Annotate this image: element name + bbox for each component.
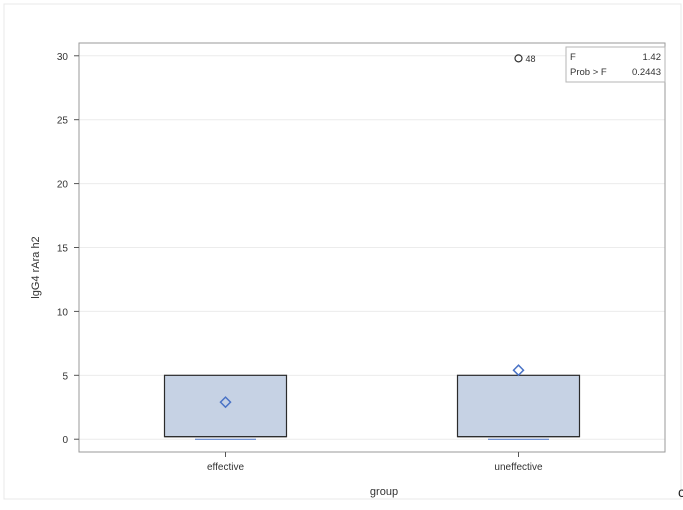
box-rect <box>456 374 581 438</box>
box-group: 48 <box>456 54 581 440</box>
stats-row-label: F <box>570 52 576 63</box>
y-tick-label: 10 <box>57 307 69 318</box>
x-axis: effective uneffective <box>207 452 543 473</box>
stats-inset: F 1.42 Prob > F 0.2443 <box>565 46 666 83</box>
stats-row-value: 1.42 <box>643 52 662 63</box>
stats-row-label: Prob > F <box>570 67 607 78</box>
y-tick-label: 20 <box>57 180 69 191</box>
y-tick-label: 0 <box>62 435 68 446</box>
y-tick-label: 30 <box>57 52 69 63</box>
outlier-point <box>514 54 523 63</box>
y-tick-label: 25 <box>57 116 69 127</box>
box-group <box>163 374 288 440</box>
y-axis-label: lgG4 rAra h2 <box>30 236 42 298</box>
panel-label: c <box>678 484 683 500</box>
outlier-label: 48 <box>526 54 536 64</box>
box-rect <box>163 374 288 438</box>
y-tick-label: 15 <box>57 244 69 255</box>
x-tick-label: effective <box>207 462 244 473</box>
y-axis: 0 5 10 15 20 25 30 <box>57 52 79 446</box>
x-tick-label: uneffective <box>494 462 543 473</box>
mean-marker <box>512 364 525 377</box>
y-tick-label: 5 <box>62 371 68 382</box>
mean-marker <box>219 396 232 409</box>
stats-row-value: 0.2443 <box>632 67 661 78</box>
stats-inset-box <box>565 46 666 83</box>
boxes: 48 <box>163 54 581 440</box>
x-axis-label: group <box>370 486 398 498</box>
